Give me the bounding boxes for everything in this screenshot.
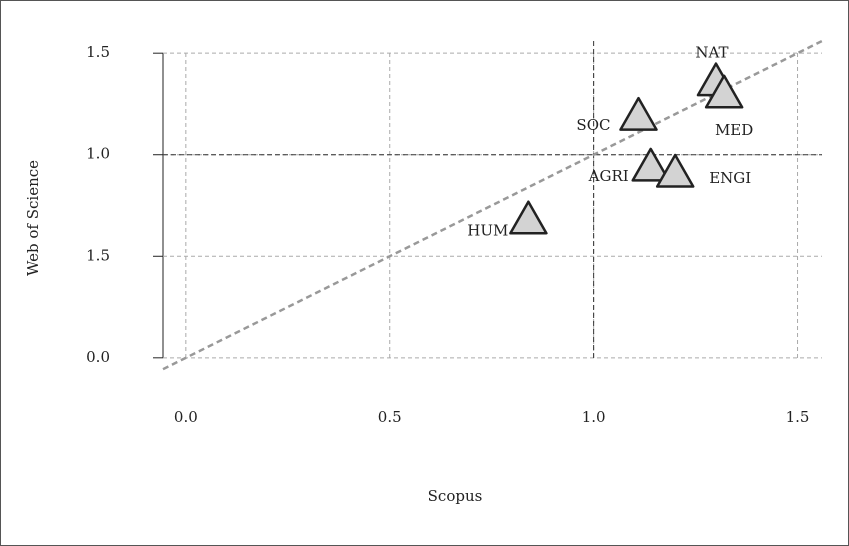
y-tick-label: 1.5 — [86, 246, 110, 264]
point-label: HUM — [467, 222, 508, 240]
point — [619, 96, 658, 131]
point — [509, 200, 548, 235]
point-label: ENGI — [709, 169, 751, 187]
y-axis-label: Web of Science — [24, 160, 42, 276]
point-label: AGRI — [588, 167, 629, 185]
y-tick-label: 1.5 — [86, 43, 110, 61]
x-tick-label: 0.0 — [174, 408, 198, 426]
x-tick-label: 1.5 — [786, 408, 810, 426]
point-label: SOC — [576, 116, 610, 134]
point — [631, 147, 670, 182]
x-axis-label: Scopus — [428, 487, 483, 505]
point — [704, 74, 744, 109]
y-tick-label: 0.0 — [86, 348, 110, 366]
point-label: MED — [715, 121, 753, 139]
point-label: NAT — [695, 44, 728, 62]
point — [655, 153, 695, 188]
x-tick-label: 1.0 — [582, 408, 606, 426]
y-tick-label: 1.0 — [86, 145, 110, 163]
x-tick-label: 0.5 — [378, 408, 402, 426]
